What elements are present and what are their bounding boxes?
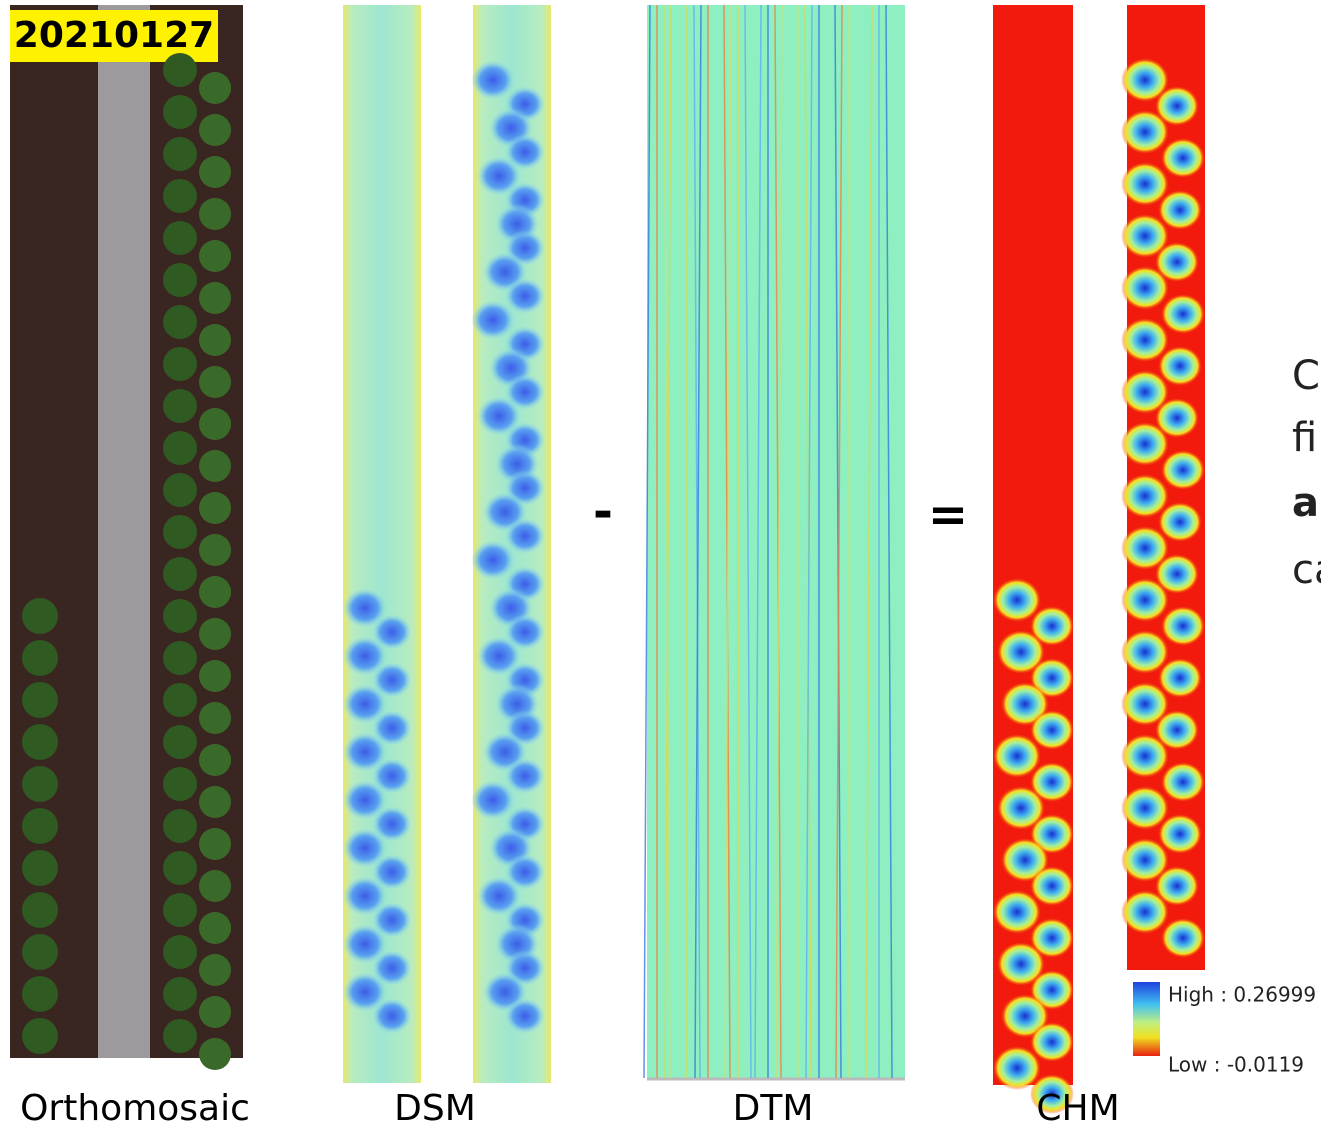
- tree: [199, 702, 231, 734]
- tree: [163, 389, 197, 423]
- tree: [22, 934, 58, 970]
- blob: [1121, 266, 1169, 310]
- tree: [163, 557, 197, 591]
- operator-minus: -: [593, 484, 613, 540]
- tree: [199, 744, 231, 776]
- tree: [22, 724, 58, 760]
- side-text: a: [1292, 480, 1319, 526]
- tree: [163, 977, 197, 1011]
- tree: [22, 850, 58, 886]
- date: 20210127: [14, 15, 214, 56]
- tree: [199, 660, 231, 692]
- operator-equals: =: [928, 487, 968, 543]
- tree: [199, 534, 231, 566]
- tree: [163, 935, 197, 969]
- tree: [163, 641, 197, 675]
- tree: [163, 53, 197, 87]
- tree: [163, 431, 197, 465]
- blob: [1121, 422, 1169, 466]
- tree: [199, 912, 231, 944]
- blob: [1161, 918, 1205, 958]
- tree: [163, 683, 197, 717]
- tree: [199, 492, 231, 524]
- blob: [1121, 110, 1169, 154]
- tree: [163, 137, 197, 171]
- tree: [199, 996, 231, 1028]
- tree: [199, 870, 231, 902]
- tree: [22, 640, 58, 676]
- blob: [1121, 890, 1169, 934]
- tree: [22, 976, 58, 1012]
- blob: [372, 998, 412, 1034]
- tree: [22, 1018, 58, 1054]
- tree: [199, 198, 231, 230]
- tree: [163, 305, 197, 339]
- tree: [199, 366, 231, 398]
- tree: [199, 828, 231, 860]
- panel-label: CHM: [1036, 1088, 1119, 1129]
- tree: [199, 450, 231, 482]
- tree: [163, 263, 197, 297]
- tree: [163, 851, 197, 885]
- side-text: C: [1292, 353, 1320, 399]
- blob: [1161, 606, 1205, 646]
- blob: [1161, 450, 1205, 490]
- tree: [163, 1019, 197, 1053]
- tree: [163, 515, 197, 549]
- tree: [22, 766, 58, 802]
- side-text: fi: [1292, 415, 1317, 461]
- tree: [22, 808, 58, 844]
- tree: [163, 725, 197, 759]
- blob: [1161, 762, 1205, 802]
- tree: [163, 95, 197, 129]
- blob: [1161, 294, 1205, 334]
- tree: [22, 598, 58, 634]
- tree: [199, 954, 231, 986]
- tree: [163, 347, 197, 381]
- tree: [199, 156, 231, 188]
- blob: [505, 998, 545, 1034]
- blob: [1121, 578, 1169, 622]
- tree: [163, 221, 197, 255]
- tree: [163, 473, 197, 507]
- figure: 20210127 - = High : 0.26999 Low : -0.011…: [0, 0, 1321, 1130]
- tree: [199, 114, 231, 146]
- tree: [199, 576, 231, 608]
- blob: [1121, 734, 1169, 778]
- tree: [163, 767, 197, 801]
- tree: [199, 1038, 231, 1070]
- side-text: ca: [1292, 547, 1321, 593]
- tree: [199, 72, 231, 104]
- tree: [163, 893, 197, 927]
- tree: [163, 179, 197, 213]
- panel-label: DTM: [733, 1088, 814, 1129]
- blob: [1161, 138, 1205, 178]
- legend-ramp: [1133, 982, 1160, 1056]
- legend-high: High : 0.26999: [1168, 983, 1316, 1007]
- legend-low: Low : -0.0119: [1168, 1053, 1304, 1077]
- imagery: 20210127: [10, 5, 1205, 1114]
- panel-label: Orthomosaic: [20, 1088, 250, 1129]
- tree: [22, 892, 58, 928]
- tree: [22, 682, 58, 718]
- tree: [163, 809, 197, 843]
- tree: [199, 324, 231, 356]
- road: [98, 5, 150, 1058]
- tree: [199, 408, 231, 440]
- tree: [199, 786, 231, 818]
- panel-label: DSM: [394, 1088, 476, 1129]
- tree: [163, 599, 197, 633]
- tree: [199, 618, 231, 650]
- tree: [199, 282, 231, 314]
- tree: [199, 240, 231, 272]
